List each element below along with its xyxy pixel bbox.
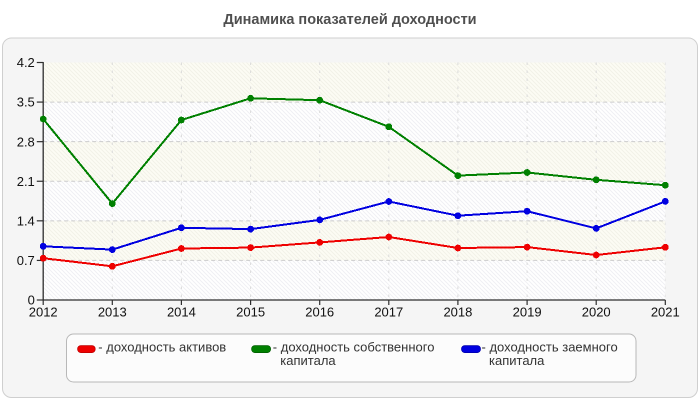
svg-text:- доходность заемного: - доходность заемного <box>482 340 618 355</box>
svg-text:0: 0 <box>28 293 35 308</box>
svg-text:2020: 2020 <box>582 305 611 320</box>
svg-text:2013: 2013 <box>98 305 127 320</box>
svg-text:Динамика показателей доходност: Динамика показателей доходности <box>223 12 476 28</box>
svg-text:3.5: 3.5 <box>17 95 35 110</box>
svg-text:- доходность собственного: - доходность собственного <box>273 340 435 355</box>
svg-text:0.7: 0.7 <box>17 253 35 268</box>
svg-text:2015: 2015 <box>236 305 265 320</box>
svg-text:капитала: капитала <box>489 353 545 368</box>
svg-text:2012: 2012 <box>29 305 58 320</box>
svg-text:4.2: 4.2 <box>17 55 35 70</box>
svg-text:2.1: 2.1 <box>17 174 35 189</box>
svg-text:2.8: 2.8 <box>17 134 35 149</box>
svg-text:2021: 2021 <box>651 305 680 320</box>
svg-text:2019: 2019 <box>513 305 542 320</box>
svg-text:1.4: 1.4 <box>17 213 35 228</box>
svg-text:2014: 2014 <box>167 305 196 320</box>
svg-text:- доходность активов: - доходность активов <box>98 340 226 355</box>
svg-text:капитала: капитала <box>280 353 336 368</box>
svg-text:2018: 2018 <box>443 305 472 320</box>
svg-text:2016: 2016 <box>305 305 334 320</box>
svg-text:2017: 2017 <box>374 305 403 320</box>
